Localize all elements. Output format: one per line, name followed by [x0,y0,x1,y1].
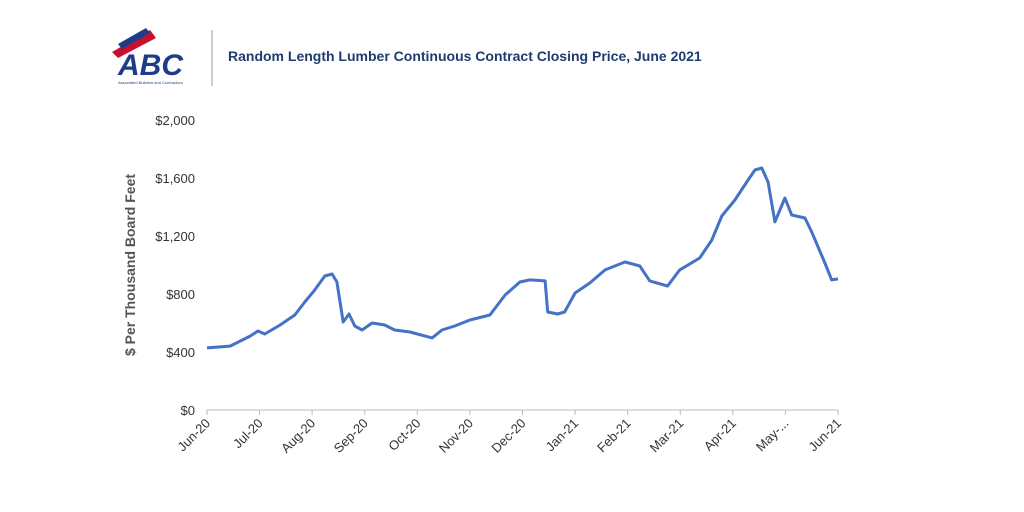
x-tick-label: May-... [753,416,792,455]
x-tick-label: Nov-20 [436,416,476,456]
x-tick-label: Mar-21 [647,416,687,456]
logo-stripe [112,30,156,58]
x-tick-label: Oct-20 [385,416,423,454]
x-tick-label: Aug-20 [278,416,318,456]
logo-stripe [118,28,150,49]
x-tick-label: Sep-20 [331,416,371,456]
y-tick-label: $800 [166,287,195,302]
logo-text: ABC [117,49,184,82]
x-tick-label: Dec-20 [488,416,528,456]
y-tick-label: $1,200 [155,229,195,244]
y-tick-label: $400 [166,345,195,360]
x-tick-label: Jan-21 [542,416,581,455]
y-axis-title: $ Per Thousand Board Feet [122,174,138,356]
x-tick-label: Jul-20 [230,416,266,452]
y-tick-label: $1,600 [155,171,195,186]
x-tick-label: Apr-21 [701,416,739,454]
chart-title: Random Length Lumber Continuous Contract… [228,48,702,64]
x-tick-label: Jun-21 [805,416,844,455]
x-tick-label: Jun-20 [174,416,213,455]
price-line [206,166,839,350]
logo-tagline: Associated Builders and Contractors [118,80,183,85]
y-tick-label: $0 [181,403,195,418]
logo: ABC Associated Builders and Contractors [112,28,184,85]
x-tick-label: Feb-21 [594,416,634,456]
y-tick-label: $2,000 [155,113,195,128]
